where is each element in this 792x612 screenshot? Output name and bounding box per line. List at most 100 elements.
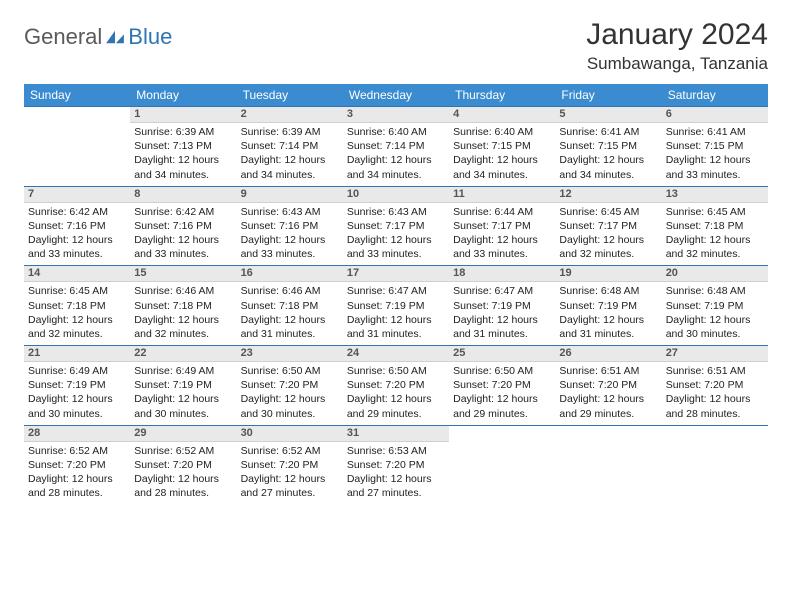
day-number: 4 (449, 107, 555, 123)
day-number: 28 (24, 425, 130, 441)
day-number: 5 (555, 107, 661, 123)
day-number: 14 (24, 266, 130, 282)
sunset-line: Sunset: 7:19 PM (559, 299, 657, 313)
day-number: 9 (237, 186, 343, 202)
empty-day-cell (662, 441, 768, 504)
daylight-line: Daylight: 12 hours and 31 minutes. (241, 313, 339, 341)
sunrise-line: Sunrise: 6:39 AM (134, 125, 232, 139)
calendar-body: 123456Sunrise: 6:39 AMSunset: 7:13 PMDay… (24, 107, 768, 505)
sunrise-line: Sunrise: 6:49 AM (134, 364, 232, 378)
sunset-line: Sunset: 7:20 PM (134, 458, 232, 472)
daylight-line: Daylight: 12 hours and 31 minutes. (347, 313, 445, 341)
day-number: 27 (662, 346, 768, 362)
day-number: 24 (343, 346, 449, 362)
day-number-row: 14151617181920 (24, 266, 768, 282)
day-number: 12 (555, 186, 661, 202)
sunrise-line: Sunrise: 6:41 AM (559, 125, 657, 139)
sunset-line: Sunset: 7:18 PM (241, 299, 339, 313)
sunset-line: Sunset: 7:14 PM (241, 139, 339, 153)
sunrise-line: Sunrise: 6:52 AM (241, 444, 339, 458)
day-content-row: Sunrise: 6:49 AMSunset: 7:19 PMDaylight:… (24, 362, 768, 426)
daylight-line: Daylight: 12 hours and 33 minutes. (453, 233, 551, 261)
day-content-row: Sunrise: 6:39 AMSunset: 7:13 PMDaylight:… (24, 123, 768, 187)
sunset-line: Sunset: 7:20 PM (347, 458, 445, 472)
sunrise-line: Sunrise: 6:44 AM (453, 205, 551, 219)
day-cell: Sunrise: 6:49 AMSunset: 7:19 PMDaylight:… (24, 362, 130, 426)
day-number: 17 (343, 266, 449, 282)
weekday-header: Wednesday (343, 84, 449, 107)
daylight-line: Daylight: 12 hours and 34 minutes. (559, 153, 657, 181)
day-number: 20 (662, 266, 768, 282)
day-cell: Sunrise: 6:39 AMSunset: 7:13 PMDaylight:… (130, 123, 236, 187)
sunset-line: Sunset: 7:19 PM (666, 299, 764, 313)
day-number: 31 (343, 425, 449, 441)
day-cell: Sunrise: 6:46 AMSunset: 7:18 PMDaylight:… (130, 282, 236, 346)
day-cell: Sunrise: 6:52 AMSunset: 7:20 PMDaylight:… (237, 441, 343, 504)
day-cell: Sunrise: 6:50 AMSunset: 7:20 PMDaylight:… (343, 362, 449, 426)
day-number: 30 (237, 425, 343, 441)
sunset-line: Sunset: 7:19 PM (347, 299, 445, 313)
day-cell: Sunrise: 6:42 AMSunset: 7:16 PMDaylight:… (24, 202, 130, 266)
page-header: General Blue January 2024 Sumbawanga, Ta… (24, 18, 768, 74)
day-number: 29 (130, 425, 236, 441)
day-number: 15 (130, 266, 236, 282)
daylight-line: Daylight: 12 hours and 33 minutes. (134, 233, 232, 261)
weekday-header: Monday (130, 84, 236, 107)
day-number-row: 21222324252627 (24, 346, 768, 362)
daylight-line: Daylight: 12 hours and 28 minutes. (134, 472, 232, 500)
day-number: 7 (24, 186, 130, 202)
sunset-line: Sunset: 7:20 PM (453, 378, 551, 392)
sunrise-line: Sunrise: 6:52 AM (28, 444, 126, 458)
day-content-row: Sunrise: 6:45 AMSunset: 7:18 PMDaylight:… (24, 282, 768, 346)
day-cell: Sunrise: 6:39 AMSunset: 7:14 PMDaylight:… (237, 123, 343, 187)
daylight-line: Daylight: 12 hours and 29 minutes. (559, 392, 657, 420)
day-number: 2 (237, 107, 343, 123)
sunrise-line: Sunrise: 6:41 AM (666, 125, 764, 139)
day-number: 25 (449, 346, 555, 362)
sunrise-line: Sunrise: 6:51 AM (666, 364, 764, 378)
daylight-line: Daylight: 12 hours and 30 minutes. (28, 392, 126, 420)
sunset-line: Sunset: 7:20 PM (28, 458, 126, 472)
daylight-line: Daylight: 12 hours and 29 minutes. (347, 392, 445, 420)
sunrise-line: Sunrise: 6:47 AM (453, 284, 551, 298)
daylight-line: Daylight: 12 hours and 34 minutes. (134, 153, 232, 181)
day-cell: Sunrise: 6:45 AMSunset: 7:17 PMDaylight:… (555, 202, 661, 266)
sunrise-line: Sunrise: 6:42 AM (28, 205, 126, 219)
day-number: 3 (343, 107, 449, 123)
daylight-line: Daylight: 12 hours and 32 minutes. (559, 233, 657, 261)
daylight-line: Daylight: 12 hours and 27 minutes. (347, 472, 445, 500)
sunrise-line: Sunrise: 6:43 AM (347, 205, 445, 219)
day-number: 23 (237, 346, 343, 362)
empty-day-cell (555, 441, 661, 504)
day-number: 26 (555, 346, 661, 362)
weekday-header: Sunday (24, 84, 130, 107)
day-cell: Sunrise: 6:49 AMSunset: 7:19 PMDaylight:… (130, 362, 236, 426)
daylight-line: Daylight: 12 hours and 32 minutes. (666, 233, 764, 261)
day-number: 8 (130, 186, 236, 202)
day-number: 13 (662, 186, 768, 202)
day-cell: Sunrise: 6:51 AMSunset: 7:20 PMDaylight:… (555, 362, 661, 426)
brand-text-blue: Blue (128, 24, 172, 50)
day-cell: Sunrise: 6:42 AMSunset: 7:16 PMDaylight:… (130, 202, 236, 266)
sunset-line: Sunset: 7:15 PM (559, 139, 657, 153)
month-title: January 2024 (586, 18, 768, 52)
day-cell: Sunrise: 6:50 AMSunset: 7:20 PMDaylight:… (237, 362, 343, 426)
daylight-line: Daylight: 12 hours and 32 minutes. (28, 313, 126, 341)
day-number: 22 (130, 346, 236, 362)
sunrise-line: Sunrise: 6:50 AM (347, 364, 445, 378)
sunrise-line: Sunrise: 6:40 AM (453, 125, 551, 139)
empty-day-cell (24, 123, 130, 187)
sunrise-line: Sunrise: 6:42 AM (134, 205, 232, 219)
day-cell: Sunrise: 6:41 AMSunset: 7:15 PMDaylight:… (662, 123, 768, 187)
day-number: 10 (343, 186, 449, 202)
sunrise-line: Sunrise: 6:47 AM (347, 284, 445, 298)
sunrise-line: Sunrise: 6:45 AM (28, 284, 126, 298)
sunset-line: Sunset: 7:18 PM (666, 219, 764, 233)
sunset-line: Sunset: 7:13 PM (134, 139, 232, 153)
sunset-line: Sunset: 7:17 PM (347, 219, 445, 233)
sunrise-line: Sunrise: 6:40 AM (347, 125, 445, 139)
sunset-line: Sunset: 7:18 PM (134, 299, 232, 313)
sunset-line: Sunset: 7:20 PM (559, 378, 657, 392)
day-cell: Sunrise: 6:43 AMSunset: 7:17 PMDaylight:… (343, 202, 449, 266)
day-cell: Sunrise: 6:48 AMSunset: 7:19 PMDaylight:… (662, 282, 768, 346)
